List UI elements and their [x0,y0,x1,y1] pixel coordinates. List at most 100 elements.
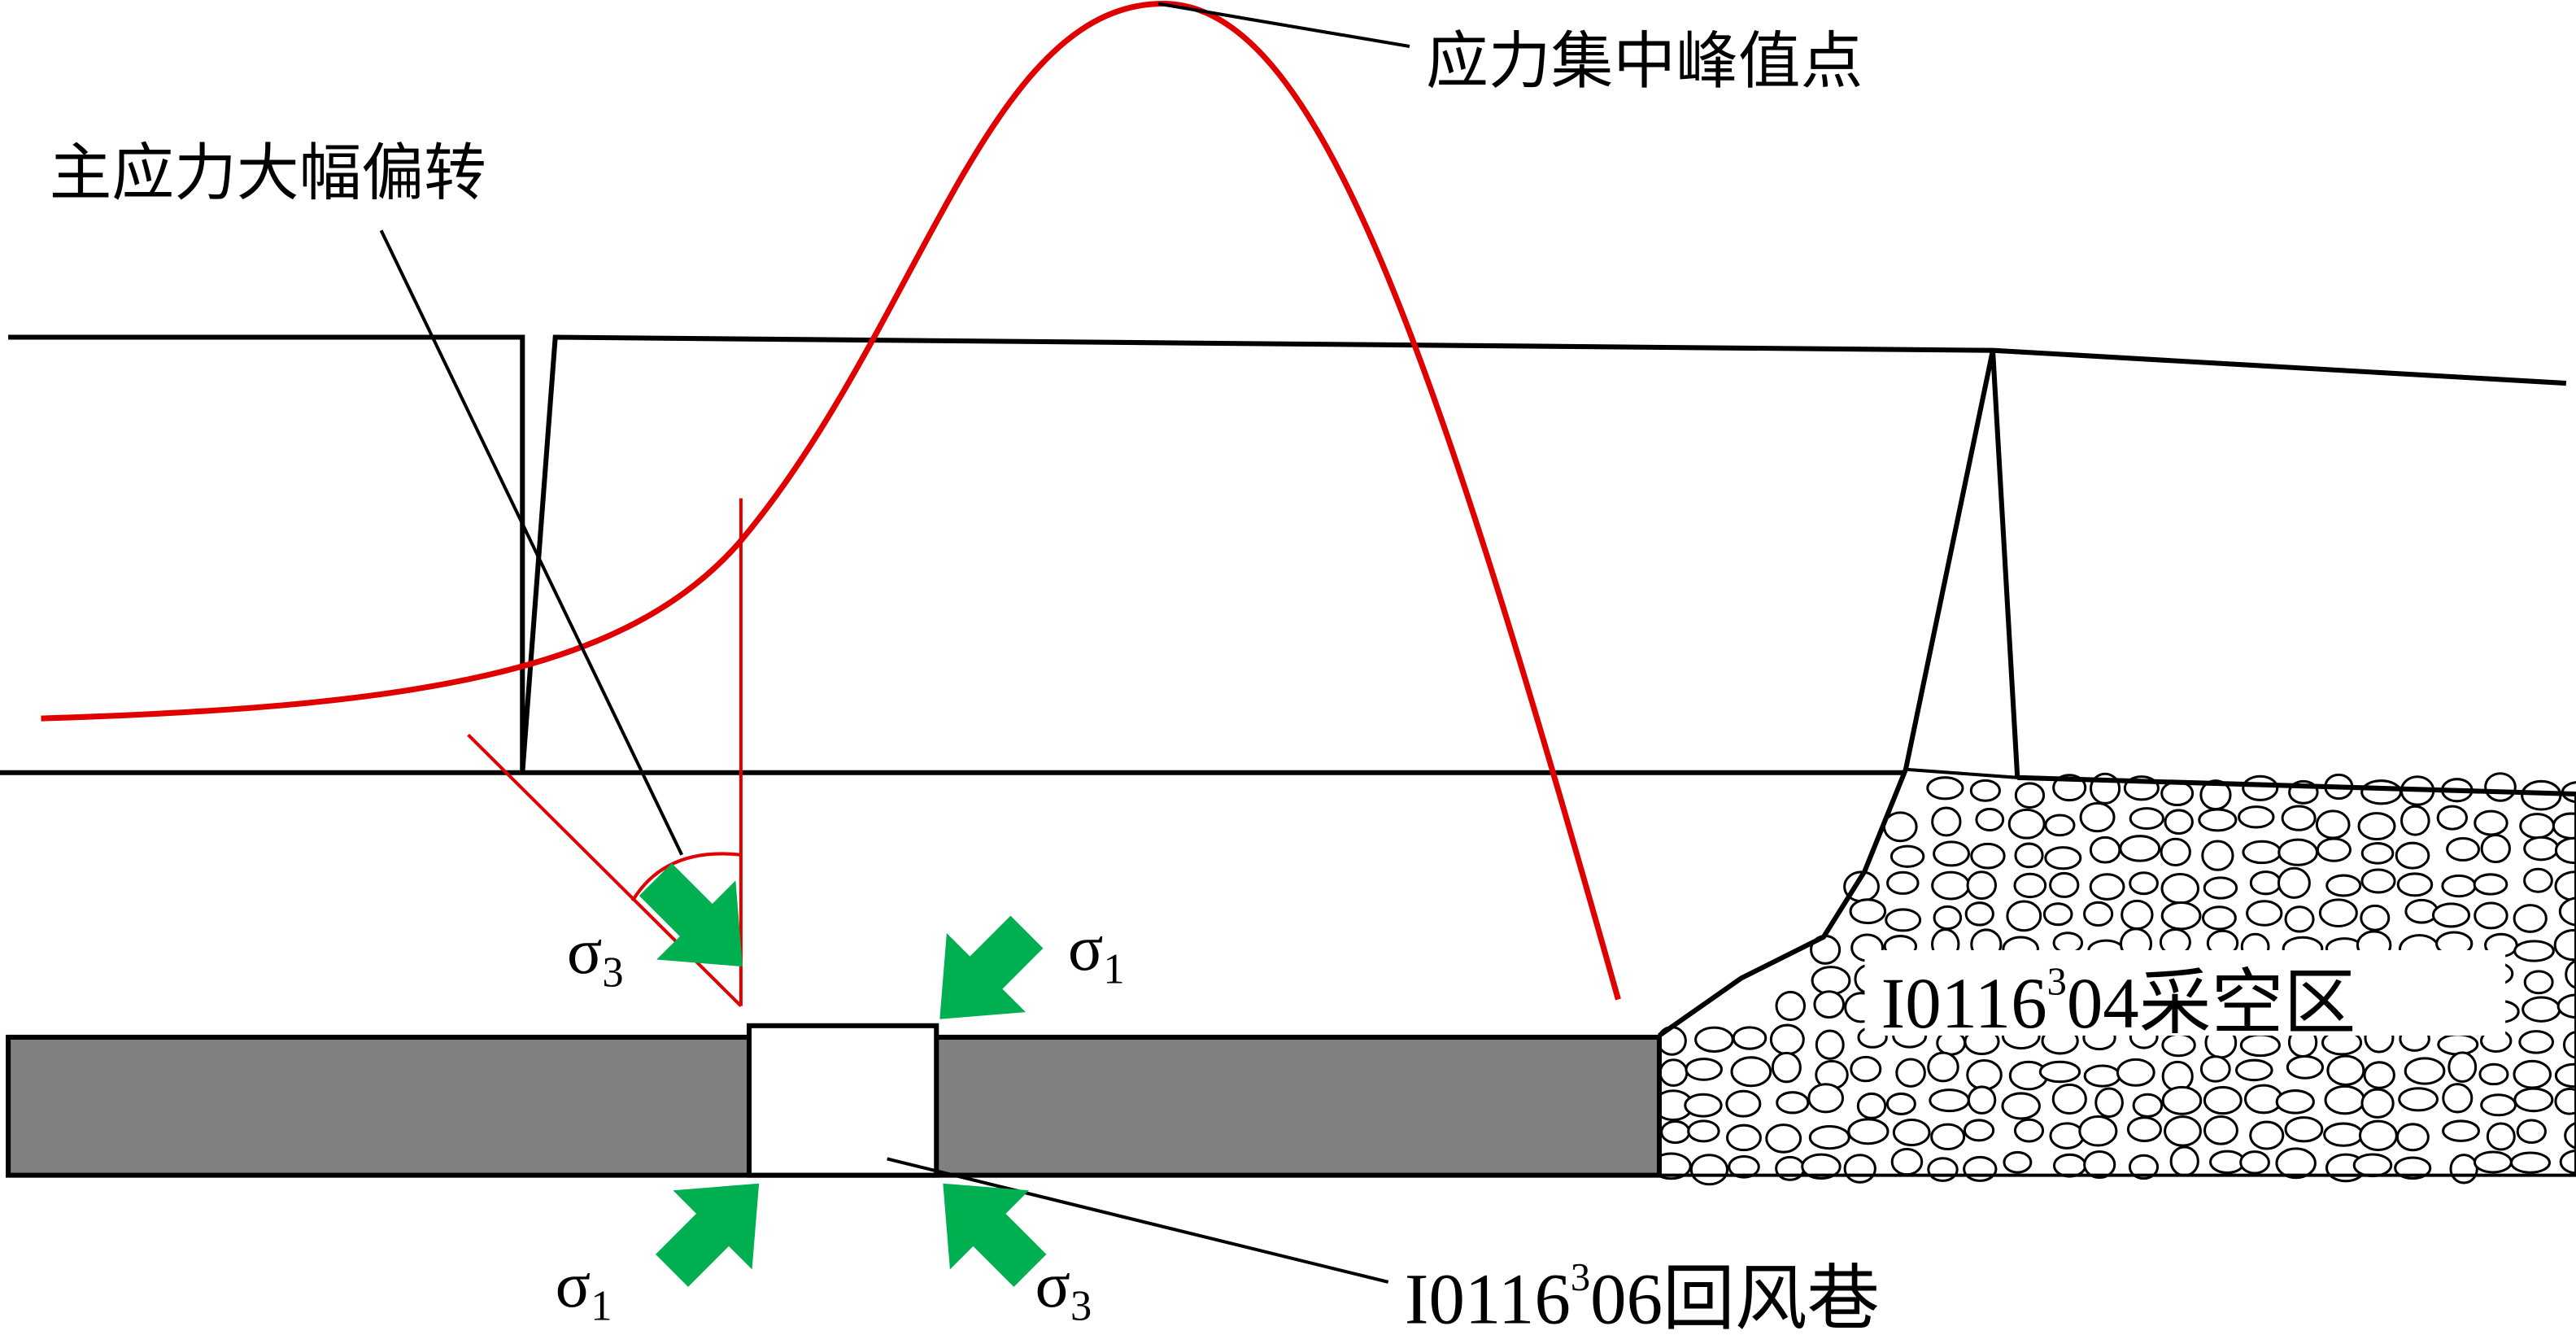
rock [2522,996,2561,1023]
strata [0,334,2576,1038]
label-bg [1864,949,2506,1036]
rock [2562,1031,2576,1059]
stress-label: σ3 [567,915,624,996]
rock [2203,1085,2243,1115]
rock [1931,806,1962,837]
rock [2014,842,2044,869]
rock [2164,809,2194,835]
rock [1847,1118,1890,1145]
rock [2275,1089,2315,1115]
rock [1849,898,1887,925]
rock [2201,905,2237,931]
rock [2006,900,2042,932]
rock [2559,1149,2576,1175]
rock [1808,1124,1850,1150]
rock [1775,990,1807,1022]
rock [1732,1026,1767,1050]
leader [887,1157,1389,1284]
rock [1933,840,1970,867]
rock [1776,1091,1810,1115]
rock [1730,1056,1772,1088]
rock [2516,1119,2547,1144]
rock [2126,1116,2162,1142]
prefix: I0116 [1405,1259,1571,1335]
rock [2523,835,2560,862]
rock [1807,1083,1845,1114]
index: 1 [591,1282,612,1329]
arrow [656,1183,760,1287]
symbol: σ [567,915,603,988]
rock [2169,1145,2199,1177]
rock [2014,782,2046,809]
rock [1892,1119,1931,1147]
rock [2400,805,2430,836]
rock [2121,899,2154,931]
rock [2358,1119,2398,1152]
rock [1856,1092,1887,1119]
rock [2094,1087,2124,1119]
sup: 3 [2047,960,2067,1003]
rock [1966,1058,2003,1091]
rock [1685,1058,1723,1081]
symbol: σ [1068,912,1104,984]
rock [2132,1093,2164,1118]
rock [2049,1122,2085,1150]
angle-arc [630,852,742,902]
rock [1769,1023,1805,1056]
rock [2324,1084,2365,1115]
rock [2474,901,2508,930]
rock [2357,812,2396,841]
rock [2079,801,2116,833]
rock [2242,840,2282,865]
rotation-label: 主应力大幅偏转 [50,137,486,210]
rock [2513,904,2548,933]
roadway [746,1023,939,1178]
rock [2480,1093,2517,1117]
rock [1885,1092,1916,1115]
rock [1687,1119,1720,1143]
rock [1801,1153,1842,1180]
rock [2404,898,2439,924]
rock [2554,836,2576,865]
rock [2474,809,2508,836]
index: 1 [1103,945,1124,993]
arrow [943,1183,1047,1287]
stress-label: σ1 [556,1249,612,1329]
peak-label: 应力集中峰值点 [1426,25,1863,98]
rock [1966,870,1998,901]
rock [2518,1030,2555,1054]
rock [2275,1147,2317,1180]
rock [2441,874,2477,898]
rock [2473,1150,2513,1174]
sup: 3 [1571,1256,1590,1299]
goaf-edge [1658,768,1908,1038]
rock [1726,1123,1762,1152]
rock [2160,901,2202,931]
rock [2249,870,2282,896]
rock [2398,1087,2439,1112]
rock [2042,902,2073,927]
rock [2565,959,2576,989]
rock [2523,970,2554,995]
rock [2235,1058,2273,1082]
stress-arrows [639,862,1047,1287]
rock [2203,1115,2238,1145]
rock [2089,835,2121,864]
rock [2160,872,2200,905]
rock [2394,1156,2432,1180]
rock [2239,1150,2270,1175]
rock [2128,1154,2160,1180]
rock [2284,1116,2324,1143]
rock [2478,1062,2509,1086]
rock [1765,1123,1802,1154]
rock [2360,904,2391,931]
rock [2007,808,2046,840]
rock [2473,873,2508,896]
rock [2556,993,2576,1019]
rock [1689,1154,1729,1186]
rock [2083,1064,2121,1088]
rock [2513,1059,2552,1089]
roof-line [8,334,2567,773]
rock [1969,779,2001,802]
